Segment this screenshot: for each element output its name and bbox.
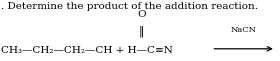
Text: CH₃—CH₂—CH₂—CH + H—C≡N: CH₃—CH₂—CH₂—CH + H—C≡N (1, 46, 173, 55)
Text: NaCN: NaCN (231, 26, 256, 35)
Text: . Determine the product of the addition reaction.: . Determine the product of the addition … (1, 2, 258, 11)
Text: O: O (137, 10, 146, 19)
Text: ‖: ‖ (139, 26, 144, 37)
